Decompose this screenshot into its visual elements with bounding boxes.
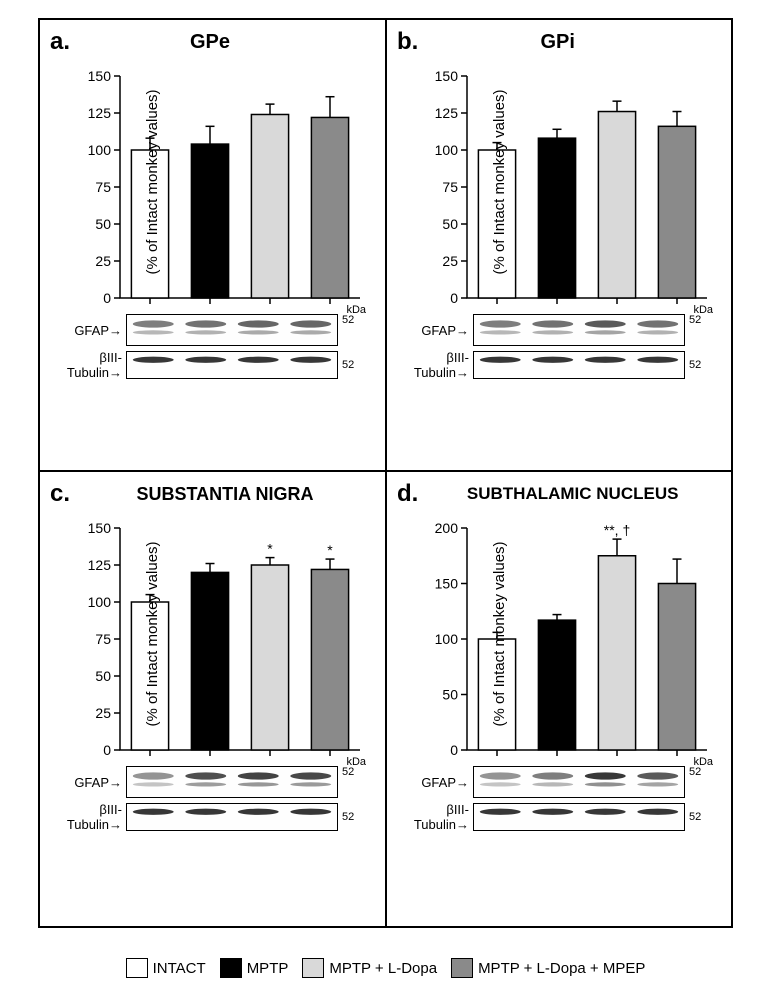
marker-52: 52 xyxy=(685,766,701,778)
svg-text:75: 75 xyxy=(95,631,111,647)
panel-a-ylabel: (% of Intact monkey values) xyxy=(144,89,161,274)
panel-c: c. SUBSTANTIA NIGRA (% of Intact monkey … xyxy=(50,480,380,832)
legend-item-mptp: MPTP xyxy=(220,958,289,978)
marker-52: 52 xyxy=(338,359,354,371)
svg-text:25: 25 xyxy=(95,253,111,269)
panel-d-ylabel: (% of Intact monkey values) xyxy=(491,541,508,726)
svg-text:50: 50 xyxy=(442,687,458,703)
svg-text:0: 0 xyxy=(450,742,458,758)
legend-label: INTACT xyxy=(153,960,206,977)
tubulin-blot xyxy=(126,351,338,379)
gfap-blot xyxy=(126,766,338,798)
svg-text:0: 0 xyxy=(450,290,458,306)
panel-c-chart: (% of Intact monkey values) 025507510012… xyxy=(116,514,366,754)
svg-text:50: 50 xyxy=(95,216,111,232)
gfap-label: GFAP→ xyxy=(397,775,473,790)
tubulin-label: βIII-Tubulin→ xyxy=(397,350,473,380)
gfap-label: GFAP→ xyxy=(50,775,126,790)
svg-text:50: 50 xyxy=(442,216,458,232)
panel-d-title: SUBTHALAMIC NUCLEUS xyxy=(418,484,727,504)
svg-text:125: 125 xyxy=(88,557,112,573)
panel-a-tub-row: βIII-Tubulin→ 52 xyxy=(50,350,380,380)
svg-text:50: 50 xyxy=(95,668,111,684)
marker-52: 52 xyxy=(685,314,701,326)
legend-swatch xyxy=(220,958,242,978)
vert-divider xyxy=(385,18,387,928)
panel-c-tub-row: βIII-Tubulin→ 52 xyxy=(50,802,380,832)
svg-text:0: 0 xyxy=(103,742,111,758)
panel-c-title: SUBSTANTIA NIGRA xyxy=(70,484,380,505)
legend-item-ldopa: MPTP + L-Dopa xyxy=(302,958,437,978)
panel-d-gfap-row: GFAP→ 52 xyxy=(397,766,727,798)
panel-b: b. GPi (% of Intact monkey values) 02550… xyxy=(397,28,727,380)
marker-52: 52 xyxy=(338,811,354,823)
panel-d-letter: d. xyxy=(397,480,418,508)
gfap-blot xyxy=(126,314,338,346)
svg-text:200: 200 xyxy=(435,520,459,536)
svg-text:150: 150 xyxy=(435,576,459,592)
legend: INTACT MPTP MPTP + L-Dopa MPTP + L-Dopa … xyxy=(0,958,771,978)
gfap-blot xyxy=(473,766,685,798)
marker-52: 52 xyxy=(685,359,701,371)
legend-item-mpep: MPTP + L-Dopa + MPEP xyxy=(451,958,645,978)
svg-text:0: 0 xyxy=(103,290,111,306)
svg-text:75: 75 xyxy=(442,179,458,195)
svg-text:100: 100 xyxy=(435,142,459,158)
panel-b-ylabel: (% of Intact monkey values) xyxy=(491,89,508,274)
panel-a-letter: a. xyxy=(50,28,70,56)
svg-text:150: 150 xyxy=(88,520,112,536)
panel-a-title: GPe xyxy=(70,31,380,54)
svg-text:125: 125 xyxy=(88,105,112,121)
svg-text:25: 25 xyxy=(442,253,458,269)
svg-text:100: 100 xyxy=(88,594,112,610)
panel-b-title: GPi xyxy=(418,31,727,54)
svg-text:150: 150 xyxy=(88,68,112,84)
svg-text:**, †: **, † xyxy=(604,522,630,538)
tubulin-blot xyxy=(473,803,685,831)
svg-text:100: 100 xyxy=(88,142,112,158)
legend-swatch xyxy=(451,958,473,978)
legend-item-intact: INTACT xyxy=(126,958,206,978)
svg-text:100: 100 xyxy=(435,631,459,647)
marker-52: 52 xyxy=(338,314,354,326)
figure-root: a. GPe (% of Intact monkey values) 02550… xyxy=(0,0,771,986)
panel-a: a. GPe (% of Intact monkey values) 02550… xyxy=(50,28,380,380)
svg-text:*: * xyxy=(267,541,273,557)
panel-c-ylabel: (% of Intact monkey values) xyxy=(144,541,161,726)
legend-label: MPTP + L-Dopa xyxy=(329,960,437,977)
tubulin-label: βIII-Tubulin→ xyxy=(397,802,473,832)
panel-d: d. SUBTHALAMIC NUCLEUS (% of Intact monk… xyxy=(397,480,727,832)
panel-d-chart: (% of Intact monkey values) 050100150200… xyxy=(463,514,713,754)
tubulin-label: βIII-Tubulin→ xyxy=(50,802,126,832)
panel-c-letter: c. xyxy=(50,480,70,508)
panel-a-chart: (% of Intact monkey values) 025507510012… xyxy=(116,62,366,302)
marker-52: 52 xyxy=(338,766,354,778)
gfap-label: GFAP→ xyxy=(397,323,473,338)
legend-label: MPTP xyxy=(247,960,289,977)
panel-b-letter: b. xyxy=(397,28,418,56)
legend-swatch xyxy=(126,958,148,978)
legend-label: MPTP + L-Dopa + MPEP xyxy=(478,960,645,977)
svg-text:125: 125 xyxy=(435,105,459,121)
panel-b-tub-row: βIII-Tubulin→ 52 xyxy=(397,350,727,380)
gfap-blot xyxy=(473,314,685,346)
marker-52: 52 xyxy=(685,811,701,823)
panel-c-gfap-row: GFAP→ 52 xyxy=(50,766,380,798)
tubulin-label: βIII-Tubulin→ xyxy=(50,350,126,380)
svg-text:75: 75 xyxy=(95,179,111,195)
svg-text:*: * xyxy=(327,542,333,558)
svg-text:150: 150 xyxy=(435,68,459,84)
panel-d-tub-row: βIII-Tubulin→ 52 xyxy=(397,802,727,832)
panel-b-chart: (% of Intact monkey values) 025507510012… xyxy=(463,62,713,302)
gfap-label: GFAP→ xyxy=(50,323,126,338)
svg-text:25: 25 xyxy=(95,705,111,721)
legend-swatch xyxy=(302,958,324,978)
panel-a-gfap-row: GFAP→ 52 xyxy=(50,314,380,346)
tubulin-blot xyxy=(126,803,338,831)
tubulin-blot xyxy=(473,351,685,379)
panel-b-gfap-row: GFAP→ 52 xyxy=(397,314,727,346)
